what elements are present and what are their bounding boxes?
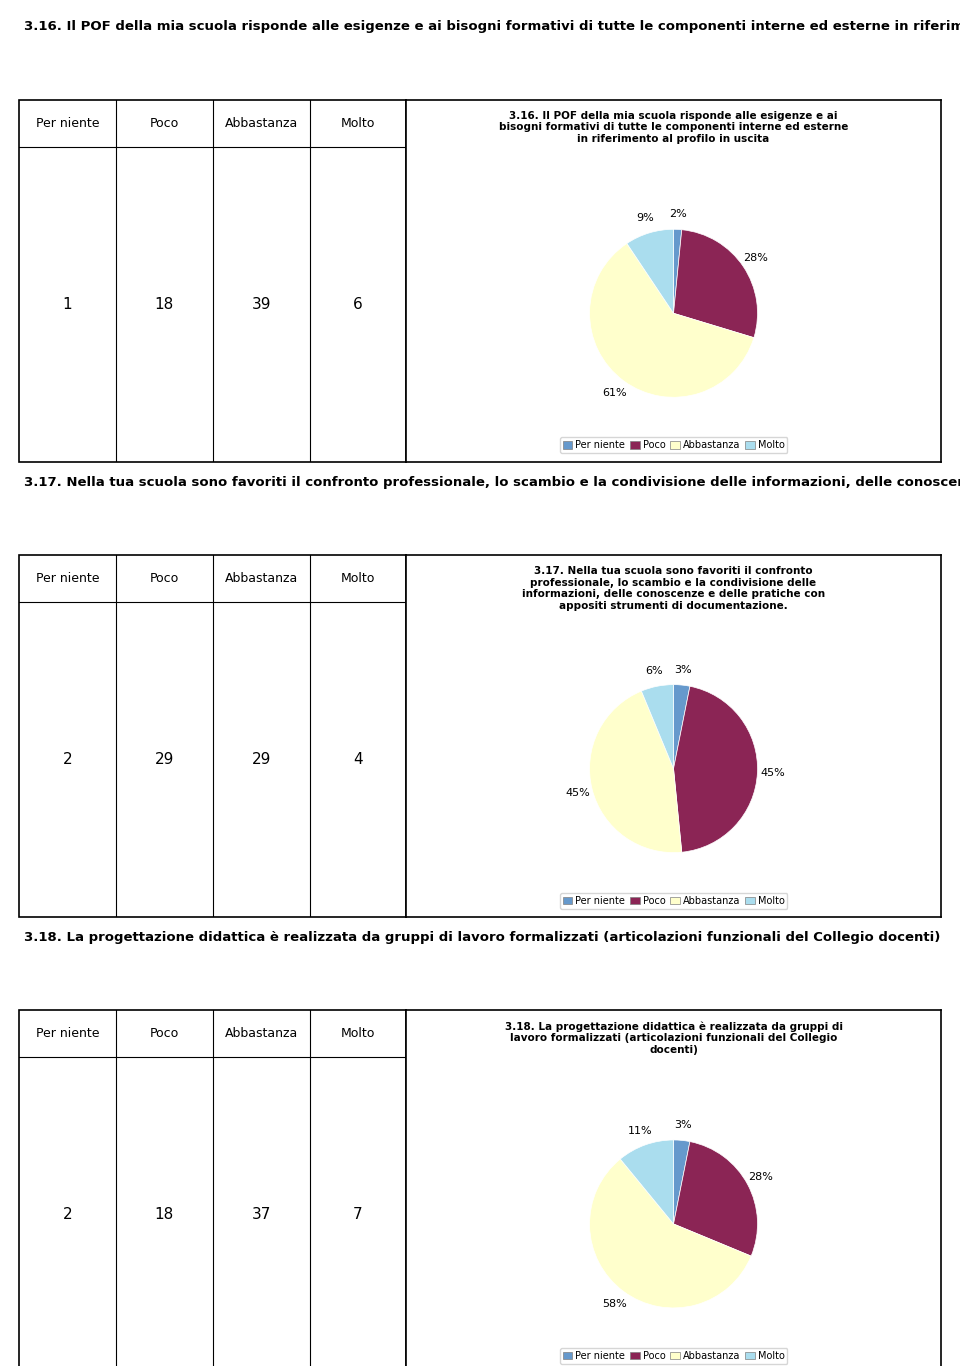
Text: Per niente: Per niente	[36, 1027, 99, 1041]
Text: Poco: Poco	[150, 572, 179, 585]
Legend: Per niente, Poco, Abbastanza, Molto: Per niente, Poco, Abbastanza, Molto	[560, 893, 787, 908]
Text: Molto: Molto	[341, 572, 375, 585]
Text: 29: 29	[155, 753, 174, 768]
Text: 2: 2	[62, 1208, 72, 1223]
Text: 18: 18	[155, 1208, 174, 1223]
Text: Poco: Poco	[150, 1027, 179, 1041]
Legend: Per niente, Poco, Abbastanza, Molto: Per niente, Poco, Abbastanza, Molto	[560, 437, 787, 454]
Text: 29: 29	[252, 753, 271, 768]
Text: 1: 1	[62, 296, 72, 311]
Text: 18: 18	[155, 296, 174, 311]
Text: 3.17. Nella tua scuola sono favoriti il confronto professionale, lo scambio e la: 3.17. Nella tua scuola sono favoriti il …	[24, 475, 960, 489]
Text: 4: 4	[353, 753, 363, 768]
Text: 3.16. Il POF della mia scuola risponde alle esigenze e ai bisogni formativi di t: 3.16. Il POF della mia scuola risponde a…	[24, 20, 960, 34]
Text: 39: 39	[252, 296, 271, 311]
Text: 37: 37	[252, 1208, 271, 1223]
Text: Abbastanza: Abbastanza	[225, 1027, 298, 1041]
Text: Poco: Poco	[150, 116, 179, 130]
Text: 3.18. La progettazione didattica è realizzata da gruppi di
lavoro formalizzati (: 3.18. La progettazione didattica è reali…	[505, 1022, 843, 1055]
Text: 6: 6	[353, 296, 363, 311]
Text: Abbastanza: Abbastanza	[225, 572, 298, 585]
Text: Per niente: Per niente	[36, 572, 99, 585]
Text: 2: 2	[62, 753, 72, 768]
Text: 7: 7	[353, 1208, 363, 1223]
Text: 3.18. La progettazione didattica è realizzata da gruppi di lavoro formalizzati (: 3.18. La progettazione didattica è reali…	[24, 932, 941, 944]
Text: 3.16. Il POF della mia scuola risponde alle esigenze e ai
bisogni formativi di t: 3.16. Il POF della mia scuola risponde a…	[499, 111, 849, 143]
Text: Molto: Molto	[341, 1027, 375, 1041]
Legend: Per niente, Poco, Abbastanza, Molto: Per niente, Poco, Abbastanza, Molto	[560, 1348, 787, 1363]
Text: 3.17. Nella tua scuola sono favoriti il confronto
professionale, lo scambio e la: 3.17. Nella tua scuola sono favoriti il …	[522, 566, 825, 611]
Text: Abbastanza: Abbastanza	[225, 116, 298, 130]
Text: Molto: Molto	[341, 116, 375, 130]
Text: Per niente: Per niente	[36, 116, 99, 130]
